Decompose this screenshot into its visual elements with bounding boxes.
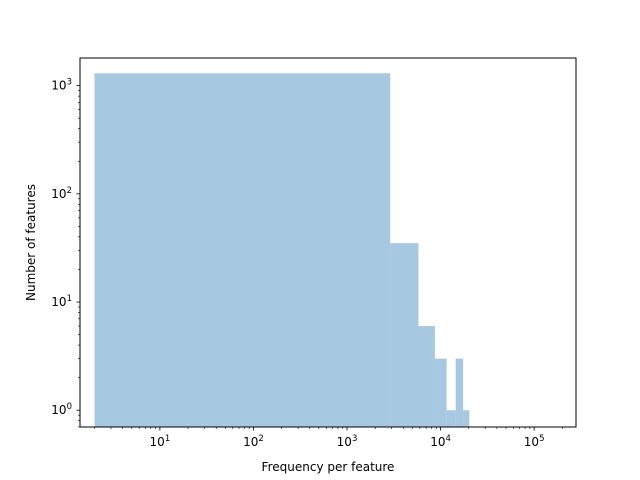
- x-tick-exponent: 3: [352, 434, 357, 444]
- y-axis-label: Number of features: [24, 184, 38, 301]
- histogram-bars: [94, 73, 470, 428]
- x-tick-base: 10: [337, 435, 352, 449]
- plot-frame: [79, 57, 577, 428]
- x-tick-label: 103: [337, 434, 358, 449]
- histogram-bar-5: [455, 358, 464, 427]
- x-tick-label: 102: [243, 434, 264, 449]
- histogram-bar-0: [94, 73, 391, 428]
- x-tick-exponent: 5: [539, 434, 544, 444]
- y-tick-base: 10: [51, 79, 66, 93]
- x-tick-base: 10: [243, 435, 258, 449]
- y-tick-exponent: 0: [67, 402, 72, 412]
- x-tick-label: 105: [524, 434, 545, 449]
- y-tick-label: 101: [51, 294, 72, 309]
- x-axis-label: Frequency per feature: [262, 460, 395, 474]
- histogram-bar-4: [446, 410, 456, 427]
- x-tick-base: 10: [430, 435, 445, 449]
- x-tick-label: 101: [150, 434, 171, 449]
- histogram-bar-6: [463, 410, 470, 427]
- histogram-bar-1: [390, 243, 419, 427]
- y-tick-exponent: 3: [67, 78, 72, 88]
- y-tick-label: 103: [51, 78, 72, 93]
- y-tick-label: 100: [51, 402, 72, 417]
- y-tick-base: 10: [51, 403, 66, 417]
- x-tick-base: 10: [150, 435, 165, 449]
- x-tick-label: 104: [430, 434, 451, 449]
- x-tick-exponent: 2: [258, 434, 263, 444]
- y-tick-exponent: 1: [67, 294, 72, 304]
- x-tick-exponent: 1: [165, 434, 170, 444]
- x-tick-base: 10: [524, 435, 539, 449]
- y-tick-label: 102: [51, 186, 72, 201]
- y-tick-base: 10: [51, 295, 66, 309]
- y-tick-exponent: 2: [67, 186, 72, 196]
- y-tick-base: 10: [51, 187, 66, 201]
- x-axis-ticks: 101 102 103 104 105: [94, 427, 563, 449]
- x-tick-exponent: 4: [446, 434, 451, 444]
- histogram-bar-2: [418, 326, 435, 427]
- histogram-bar-3: [434, 358, 447, 427]
